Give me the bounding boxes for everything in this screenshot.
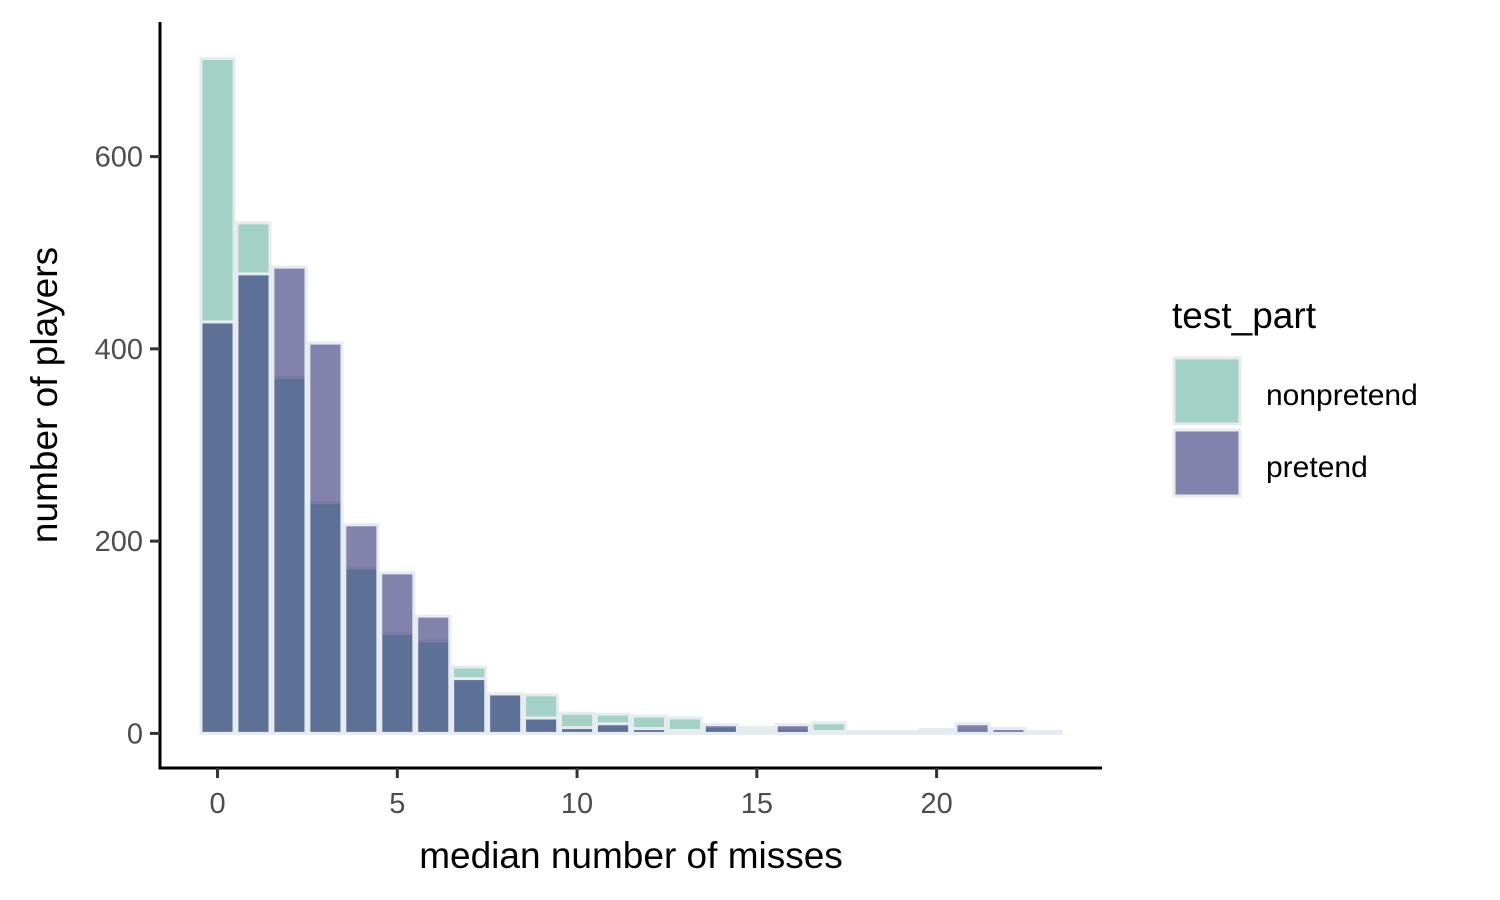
y-tick-label-600: 600 — [95, 142, 143, 174]
bar-pretend-2 — [273, 267, 306, 733]
x-tick-label-20: 20 — [920, 788, 952, 820]
bar-pretend-16 — [776, 725, 809, 734]
series-pretend-bars — [201, 267, 1061, 733]
y-tick-label-200: 200 — [95, 526, 143, 558]
x-tick-label-10: 10 — [561, 788, 593, 820]
bar-pretend-21 — [956, 724, 989, 734]
x-tick-label-0: 0 — [209, 788, 225, 820]
bar-pretend-9 — [525, 718, 558, 733]
bar-pretend-22 — [992, 729, 1025, 734]
bar-pretend-8 — [489, 694, 522, 733]
y-axis-ticks: 0 200 400 600 — [95, 142, 160, 751]
bar-pretend-15 — [740, 731, 773, 734]
legend-label-nonpretend: nonpretend — [1266, 379, 1418, 412]
bar-pretend-20 — [920, 732, 953, 733]
bar-pretend-0 — [201, 322, 234, 733]
bar-pretend-10 — [561, 728, 594, 734]
bar-pretend-17 — [812, 731, 845, 733]
bar-pretend-1 — [237, 274, 270, 734]
bar-pretend-11 — [596, 724, 629, 734]
bar-pretend-12 — [632, 729, 665, 734]
bar-pretend-14 — [704, 725, 737, 734]
legend-key-nonpretend — [1174, 358, 1240, 424]
legend-key-pretend — [1174, 430, 1240, 496]
bar-pretend-18 — [848, 732, 881, 733]
legend-title: test_part — [1172, 295, 1317, 336]
legend-label-pretend: pretend — [1266, 451, 1368, 484]
x-tick-label-5: 5 — [389, 788, 405, 820]
bar-pretend-7 — [453, 679, 486, 734]
x-axis-ticks: 0 5 10 15 20 — [209, 768, 952, 820]
bar-pretend-4 — [345, 525, 378, 734]
bar-pretend-19 — [884, 732, 917, 733]
bar-pretend-13 — [668, 731, 701, 734]
bar-pretend-6 — [417, 616, 450, 733]
x-axis-title: median number of misses — [419, 835, 843, 876]
y-axis-title: number of players — [24, 247, 65, 543]
bar-pretend-23 — [1028, 732, 1061, 733]
x-tick-label-15: 15 — [741, 788, 773, 820]
legend: test_part nonpretend pretend — [1172, 295, 1418, 496]
bar-pretend-5 — [381, 573, 414, 734]
bar-pretend-3 — [309, 343, 342, 733]
y-tick-label-0: 0 — [127, 718, 143, 750]
y-tick-label-400: 400 — [95, 334, 143, 366]
